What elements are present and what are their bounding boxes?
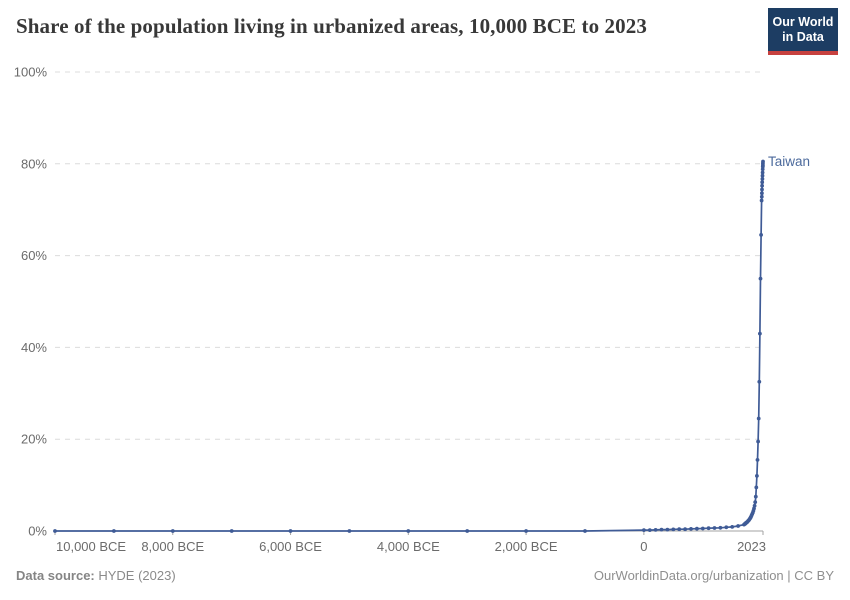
data-point-marker[interactable] [758, 276, 763, 281]
data-point-marker[interactable] [583, 529, 587, 533]
data-point-marker[interactable] [706, 526, 711, 531]
data-point-marker[interactable] [756, 416, 761, 421]
chart-footer: Data source: HYDE (2023) OurWorldinData.… [16, 568, 834, 588]
data-point-marker[interactable] [647, 528, 652, 532]
data-point-marker[interactable] [112, 529, 116, 533]
data-point-marker[interactable] [755, 474, 759, 478]
x-tick-label: 0 [640, 539, 647, 554]
data-point-marker[interactable] [759, 233, 763, 237]
data-source-value: HYDE (2023) [94, 568, 176, 583]
data-point-marker[interactable] [653, 528, 658, 532]
owid-logo-line2: in Data [782, 29, 824, 44]
data-point-marker[interactable] [689, 527, 693, 531]
data-point-marker[interactable] [671, 527, 676, 532]
series-line[interactable] [55, 161, 764, 532]
data-point-marker[interactable] [760, 167, 765, 172]
data-point-marker[interactable] [753, 494, 758, 499]
data-point-marker[interactable] [730, 525, 735, 529]
data-point-marker[interactable] [712, 526, 717, 530]
data-point-marker[interactable] [755, 458, 760, 462]
data-point-marker[interactable] [759, 198, 764, 203]
data-point-marker[interactable] [759, 194, 764, 199]
x-tick-label: 2,000 BCE [495, 539, 558, 554]
data-point-marker[interactable] [760, 180, 765, 185]
data-point-marker[interactable] [753, 500, 758, 504]
data-point-marker[interactable] [752, 503, 757, 508]
y-tick-label: 60% [21, 248, 47, 263]
data-point-marker[interactable] [683, 527, 687, 532]
data-point-marker[interactable] [659, 527, 664, 532]
y-tick-label: 40% [21, 340, 47, 355]
x-tick-label: 4,000 BCE [377, 539, 440, 554]
data-point-marker[interactable] [736, 524, 740, 528]
footer-url[interactable]: OurWorldinData.org/urbanization | CC BY [593, 568, 834, 583]
data-point-marker[interactable] [760, 173, 765, 178]
data-point-marker[interactable] [760, 191, 764, 196]
data-point-marker[interactable] [695, 526, 699, 531]
data-point-marker[interactable] [754, 485, 759, 490]
data-point-marker[interactable] [724, 525, 729, 530]
data-point-marker[interactable] [760, 170, 765, 175]
owid-logo[interactable]: Our World in Data [768, 8, 838, 55]
entity-label[interactable]: Taiwan [768, 154, 810, 169]
data-point-marker[interactable] [347, 529, 352, 533]
x-tick-label: 10,000 BCE [56, 539, 126, 554]
data-point-marker[interactable] [170, 529, 175, 533]
data-point-marker[interactable] [761, 159, 765, 164]
page-title: Share of the population living in urbani… [16, 14, 647, 38]
data-point-marker[interactable] [288, 529, 293, 533]
data-point-marker[interactable] [700, 526, 705, 531]
x-tick-label: 6,000 BCE [259, 539, 322, 554]
data-point-marker[interactable] [665, 527, 670, 532]
data-point-marker[interactable] [760, 177, 765, 181]
data-point-marker[interactable] [406, 529, 411, 533]
data-point-marker[interactable] [229, 529, 234, 533]
data-point-marker[interactable] [524, 529, 528, 533]
data-point-marker[interactable] [758, 331, 762, 336]
data-point-marker[interactable] [757, 379, 762, 384]
data-point-marker[interactable] [677, 527, 682, 532]
x-tick-label: 2023 [737, 539, 766, 554]
y-tick-label: 20% [21, 432, 47, 447]
data-point-marker[interactable] [718, 525, 723, 530]
data-point-marker[interactable] [465, 529, 470, 533]
owid-logo-line1: Our World [772, 15, 834, 29]
data-source-label: Data source: [16, 568, 95, 583]
data-source: Data source: HYDE (2023) [16, 568, 176, 583]
y-tick-label: 100% [14, 65, 48, 80]
data-point-marker[interactable] [756, 439, 760, 444]
x-tick-label: 8,000 BCE [141, 539, 204, 554]
data-point-marker[interactable] [760, 187, 764, 192]
data-point-marker[interactable] [642, 528, 646, 532]
data-point-marker[interactable] [760, 183, 764, 188]
y-tick-label: 0% [28, 524, 47, 539]
data-point-marker[interactable] [53, 529, 57, 533]
y-tick-label: 80% [21, 156, 47, 171]
